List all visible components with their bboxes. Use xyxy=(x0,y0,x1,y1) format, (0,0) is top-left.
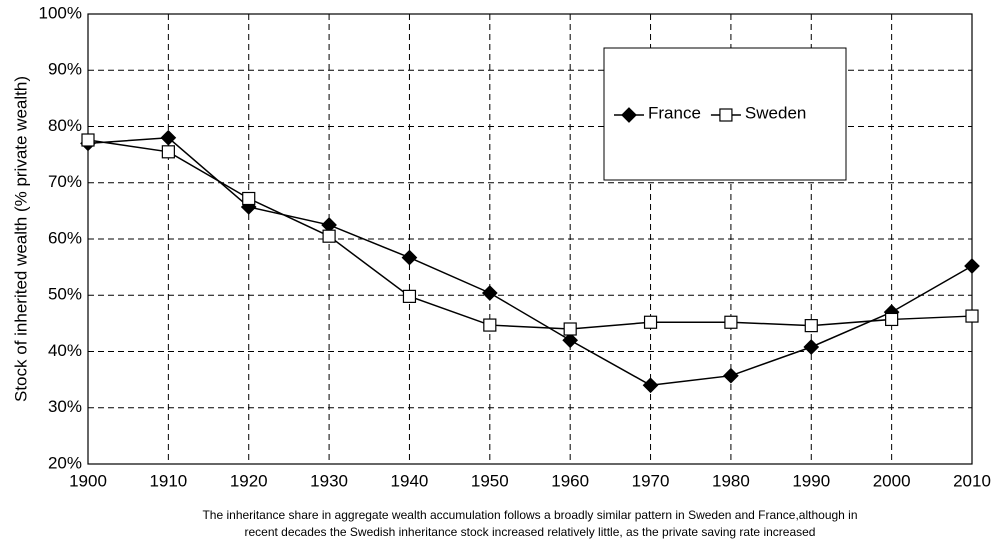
data-point xyxy=(642,377,659,394)
data-point xyxy=(965,309,979,323)
data-point xyxy=(724,315,738,329)
legend-marker xyxy=(719,108,733,122)
x-tick-label: 1900 xyxy=(69,471,107,490)
series-line xyxy=(87,136,973,387)
y-axis-label: Stock of inherited wealth (% private wea… xyxy=(11,76,30,402)
data-point xyxy=(161,145,175,159)
caption: The inheritance share in aggregate wealt… xyxy=(202,508,857,522)
x-tick-label: 2010 xyxy=(953,471,991,490)
data-point xyxy=(562,332,579,349)
y-tick-label: 90% xyxy=(48,60,82,79)
x-tick-label: 1930 xyxy=(310,471,348,490)
y-tick-label: 70% xyxy=(48,172,82,191)
y-tick-label: 50% xyxy=(48,285,82,304)
data-point xyxy=(401,249,418,266)
data-point xyxy=(563,322,577,336)
plot-frame xyxy=(87,13,973,465)
data-point xyxy=(723,367,739,384)
y-tick-label: 40% xyxy=(48,341,82,360)
data-point xyxy=(483,318,497,332)
x-tick-label: 1910 xyxy=(149,471,187,490)
data-point xyxy=(402,289,417,303)
data-point xyxy=(322,229,336,243)
x-tick-label: 2000 xyxy=(873,471,911,490)
caption: recent decades the Swedish inheritance s… xyxy=(245,525,816,539)
legend-label: Sweden xyxy=(745,103,806,122)
legend-marker xyxy=(621,107,637,123)
data-point xyxy=(242,191,256,206)
data-point xyxy=(643,315,658,329)
legend-label: France xyxy=(648,103,701,122)
x-tick-label: 1940 xyxy=(391,471,429,490)
data-point xyxy=(964,258,980,274)
data-point xyxy=(160,129,177,146)
y-tick-label: 30% xyxy=(48,397,82,416)
data-point xyxy=(804,319,818,333)
x-tick-label: 1920 xyxy=(230,471,268,490)
y-tick-label: 60% xyxy=(48,228,82,247)
data-point xyxy=(885,312,899,327)
x-tick-label: 1990 xyxy=(792,471,830,490)
y-tick-label: 20% xyxy=(48,453,82,472)
series-line xyxy=(87,139,973,330)
y-tick-label: 100% xyxy=(39,3,82,22)
x-tick-label: 1970 xyxy=(632,471,670,490)
x-tick-label: 1950 xyxy=(471,471,509,490)
data-point xyxy=(803,339,820,355)
x-tick-label: 1960 xyxy=(551,471,589,490)
x-tick-label: 1980 xyxy=(712,471,750,490)
data-point xyxy=(481,285,498,301)
y-tick-label: 80% xyxy=(48,116,82,135)
data-point xyxy=(81,133,95,147)
